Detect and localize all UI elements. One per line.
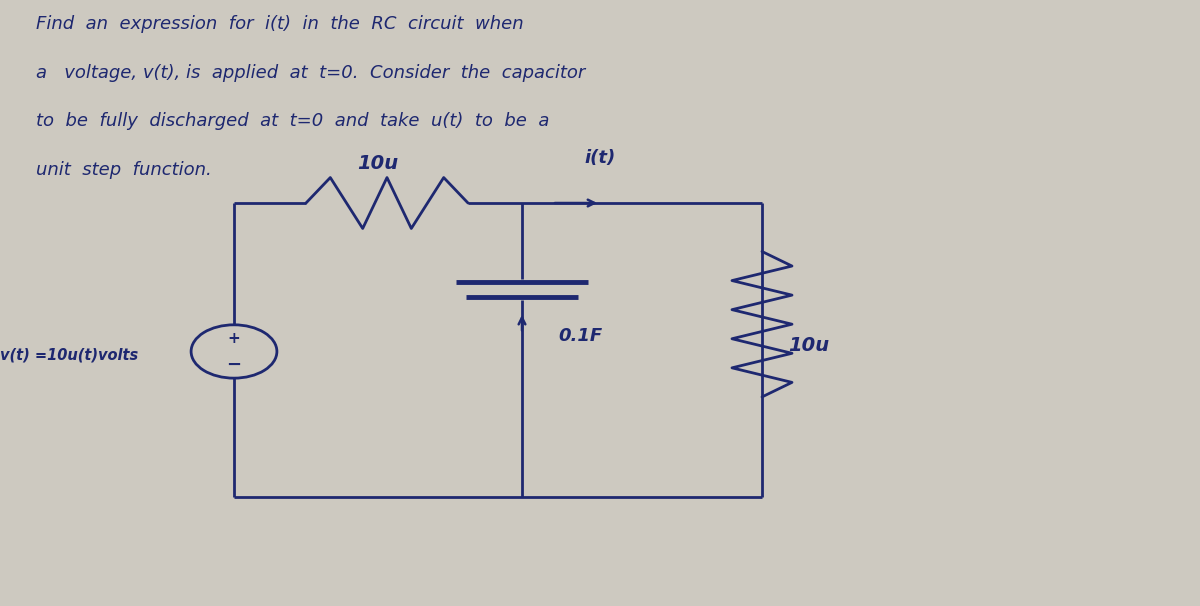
Text: unit  step  function.: unit step function. — [36, 161, 211, 179]
Text: −: − — [227, 356, 241, 374]
Text: 10u: 10u — [358, 154, 398, 173]
Text: to  be  fully  discharged  at  t=0  and  take  u(t)  to  be  a: to be fully discharged at t=0 and take u… — [36, 112, 550, 130]
Text: i(t): i(t) — [584, 148, 616, 167]
Text: +: + — [228, 331, 240, 345]
Text: v(t) =10u(t)volts: v(t) =10u(t)volts — [0, 347, 138, 362]
Text: Find  an  expression  for  i(t)  in  the  RC  circuit  when: Find an expression for i(t) in the RC ci… — [36, 15, 523, 33]
Text: a   voltage, v(t), is  applied  at  t=0.  Consider  the  capacitor: a voltage, v(t), is applied at t=0. Cons… — [36, 64, 586, 82]
Text: 0.1F: 0.1F — [558, 327, 602, 345]
Text: 10u: 10u — [788, 336, 829, 355]
